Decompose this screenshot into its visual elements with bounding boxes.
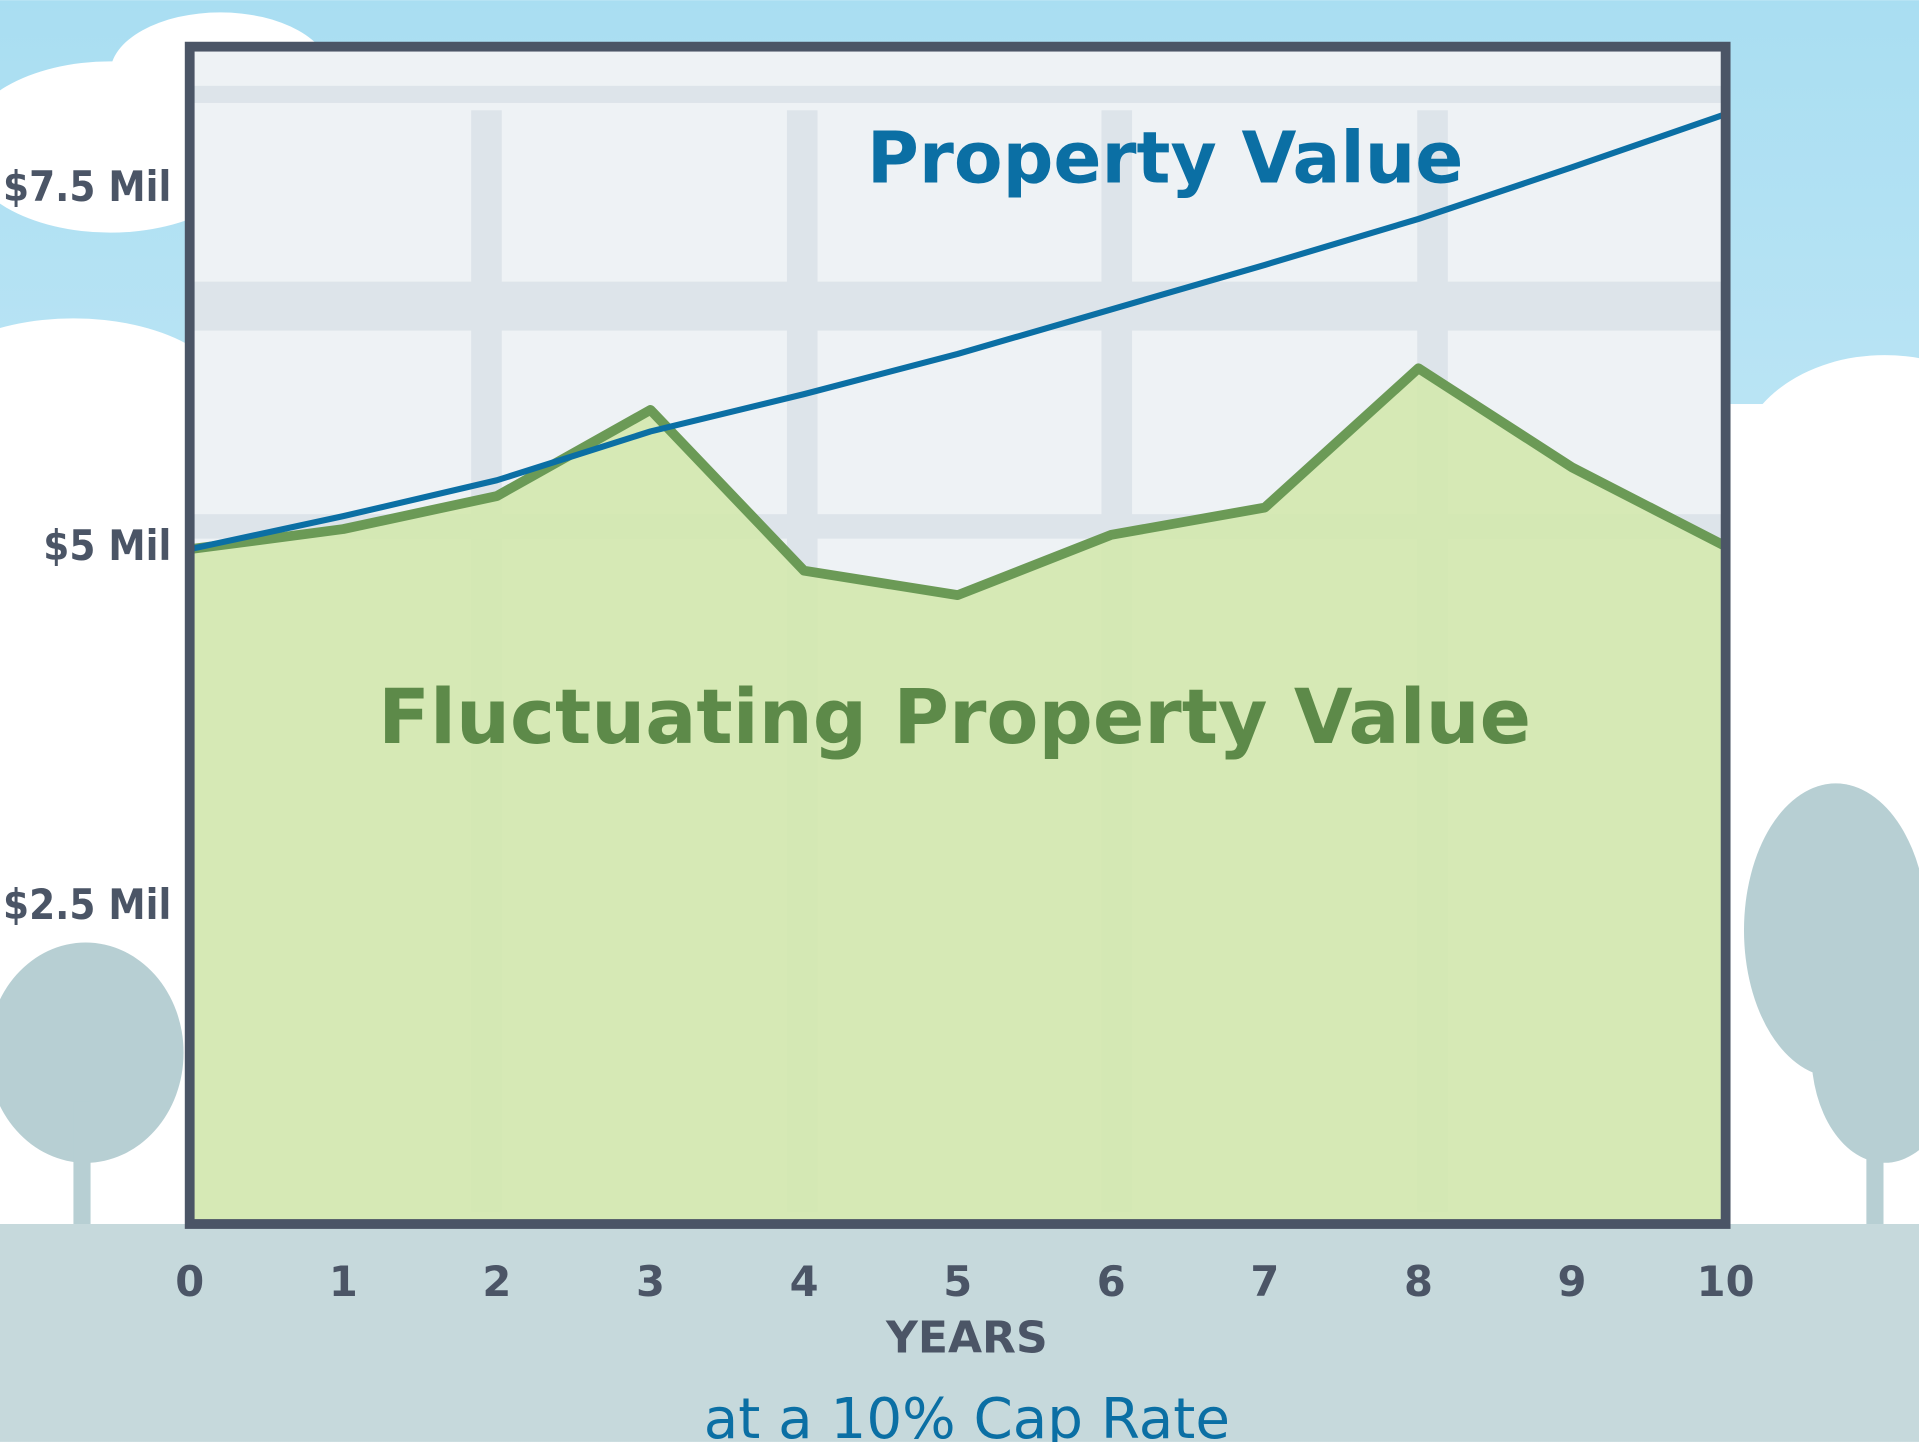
x-tick-label: 0 <box>175 1257 204 1306</box>
x-tick-label: 6 <box>1097 1257 1126 1306</box>
y-tick-label: $2.5 Mil <box>3 880 171 929</box>
x-axis-label: YEARS <box>885 1312 1048 1363</box>
x-tick-label: 1 <box>329 1257 358 1306</box>
y-tick-label: $5 Mil <box>43 521 171 570</box>
y-tick-label: $7.5 Mil <box>3 162 171 211</box>
x-tick-label: 3 <box>636 1257 665 1306</box>
subtitle: at a 10% Cap Rate <box>704 1387 1230 1442</box>
x-tick-label: 9 <box>1558 1257 1587 1306</box>
x-tick-label: 4 <box>790 1257 819 1306</box>
series-label: Fluctuating Property Value <box>378 673 1531 761</box>
x-tick-label: 5 <box>943 1257 972 1306</box>
x-tick-label: 7 <box>1250 1257 1279 1306</box>
x-tick-label: 8 <box>1404 1257 1433 1306</box>
x-tick-label: 2 <box>482 1257 511 1306</box>
chart: YEARS at a 10% Cap Rate $2.5 Mil $5 Mil $7… <box>0 0 1919 1442</box>
series-label: Property Value <box>867 116 1464 199</box>
x-tick-label: 10 <box>1697 1257 1755 1306</box>
